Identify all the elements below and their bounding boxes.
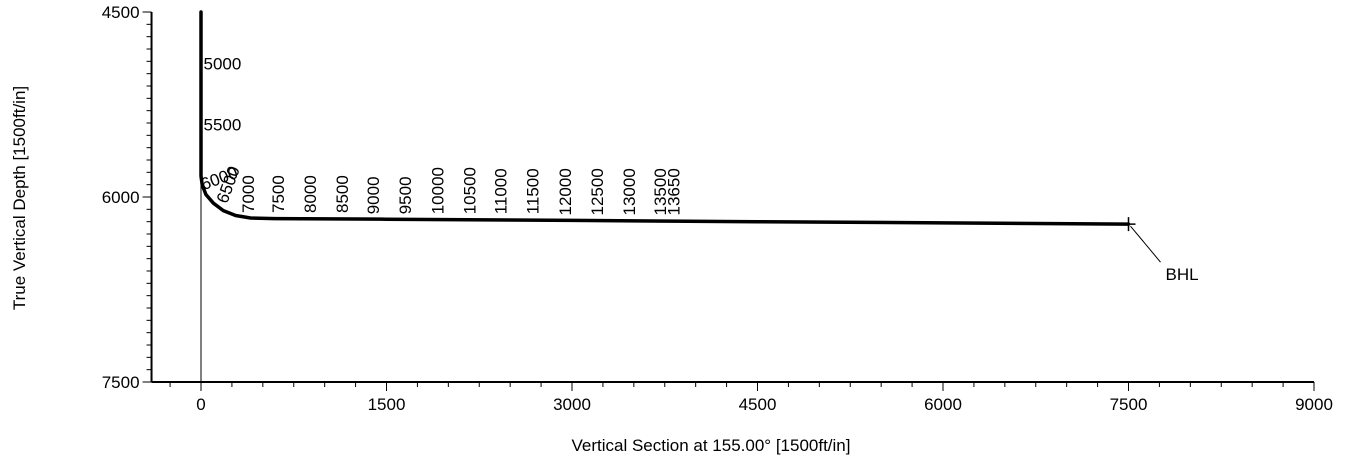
x-tick-label: 4500 [739, 395, 777, 414]
md-label: 8500 [333, 175, 352, 213]
series [199, 10, 1131, 226]
md-label: 12000 [556, 168, 575, 215]
md-label: 9000 [364, 176, 383, 214]
md-label: 5500 [204, 115, 242, 134]
md-label: 11500 [524, 168, 543, 214]
md-label: 13500 [651, 168, 670, 215]
md-label: 7500 [269, 175, 288, 213]
md-label: 8000 [301, 175, 320, 213]
y-tick-label: 6000 [102, 188, 140, 207]
md-label: 13650 [665, 168, 684, 215]
bhl-label: BHL [1166, 265, 1199, 284]
md-label: 10000 [428, 167, 447, 214]
md-label: 13000 [620, 168, 639, 215]
x-tick-label: 7500 [1110, 395, 1148, 414]
md-label: 5000 [204, 54, 242, 73]
ticks: 0 1500 3000 4500 6000 7500 9000 4500 6000 7500 [102, 3, 1333, 414]
x-tick-label: 6000 [924, 395, 962, 414]
bhl-leader-line [1130, 225, 1161, 263]
md-label: 7000 [239, 175, 258, 213]
bhl-marker [1121, 217, 1136, 232]
md-label: 9500 [396, 176, 415, 214]
axes [150, 12, 1314, 383]
x-axis-label: Vertical Section at 155.00° [1500ft/in] [572, 436, 851, 455]
well-path-line [199, 10, 1131, 226]
x-tick-label: 9000 [1295, 395, 1333, 414]
x-tick-label: 0 [196, 395, 205, 414]
md-label: 12500 [588, 168, 607, 215]
md-label: 11000 [492, 168, 511, 214]
y-tick-label: 4500 [102, 3, 140, 22]
md-label: 10500 [461, 167, 480, 214]
x-tick-label: 1500 [368, 395, 406, 414]
y-tick-label: 7500 [102, 373, 140, 392]
x-tick-label: 3000 [553, 395, 591, 414]
annotations: BHL [1121, 217, 1199, 284]
y-axis-label: True Vertical Depth [1500ft/in] [10, 86, 29, 310]
